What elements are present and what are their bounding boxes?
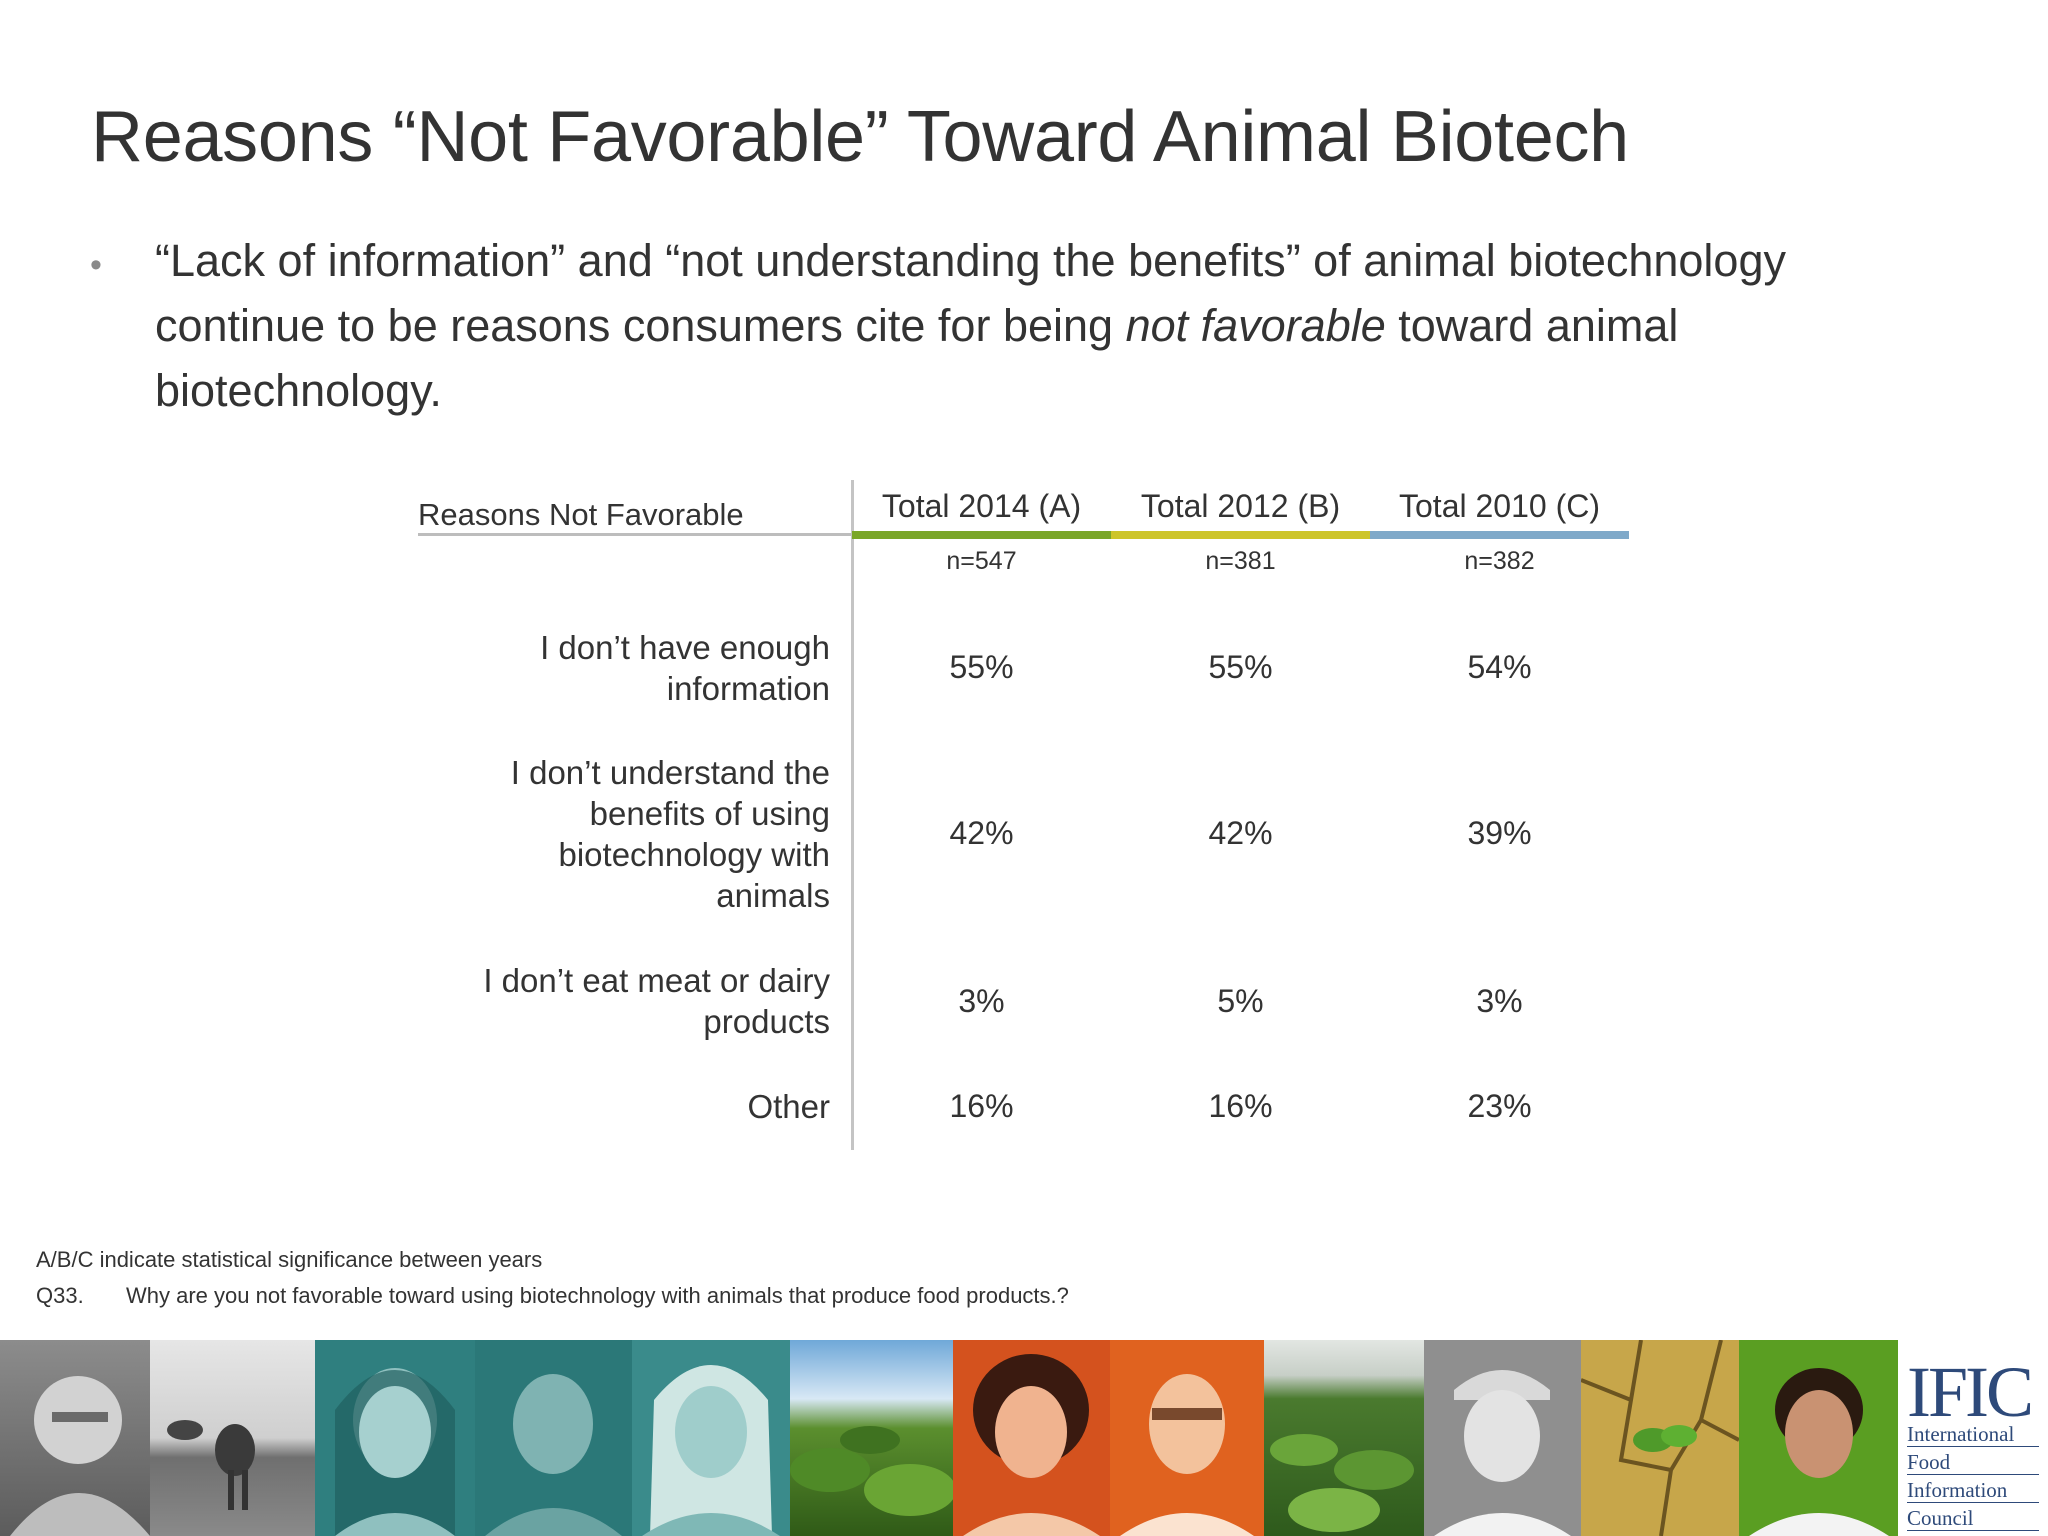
cell-r4-2012: 16% <box>1208 1088 1273 1124</box>
photo-smiling-woman-green <box>1739 1340 1898 1536</box>
table-divider <box>851 480 854 1150</box>
cell-r1-2012: 55% <box>1208 649 1273 685</box>
column-n-2012: n=381 <box>1205 547 1276 575</box>
cell-r1-2010: 54% <box>1467 649 1532 685</box>
cell-r4-2014: 16% <box>949 1088 1014 1124</box>
cell-r3-2010: 3% <box>1476 983 1523 1019</box>
significance-note: A/B/C indicate statistical significance … <box>36 1247 543 1272</box>
column-header-2010: Total 2010 (C) <box>1399 488 1600 524</box>
cell-r2-2012: 42% <box>1208 815 1273 851</box>
logo-line-food: Food <box>1907 1450 2039 1475</box>
cell-r3-2014: 3% <box>958 983 1005 1019</box>
cell-r4-2010: 23% <box>1467 1088 1532 1124</box>
slide-title: Reasons “Not Favorable” Toward Animal Bi… <box>91 97 1629 177</box>
cell-r3-2012: 5% <box>1217 983 1264 1019</box>
cell-r2-2010: 39% <box>1467 815 1532 851</box>
logo-line-international: International <box>1907 1422 2039 1447</box>
photo-man-cap <box>1424 1340 1581 1536</box>
logo-line-council: Council <box>1907 1506 2039 1531</box>
question-text: Why are you not favorable toward using b… <box>126 1283 1069 1308</box>
column-bar-2012 <box>1111 531 1370 539</box>
photo-man-glasses <box>1110 1340 1264 1536</box>
bullet-text: “Lack of information” and “not understan… <box>155 228 1855 423</box>
photo-blonde-woman <box>632 1340 790 1536</box>
bullet-text-part1: “Lack of information” and “not understan… <box>155 235 1786 351</box>
column-bar-2014 <box>852 531 1111 539</box>
bullet-text-part2: toward animal biotechnology. <box>155 300 1679 416</box>
row-label-other: Other <box>747 1088 830 1125</box>
photo-older-man <box>0 1340 150 1536</box>
photo-young-man <box>475 1340 632 1536</box>
photo-cattle <box>150 1340 315 1536</box>
row-label-dont-understand-benefits: I don’t understand the benefits of using… <box>510 754 830 914</box>
cell-r1-2014: 55% <box>949 649 1014 685</box>
row-header-label: Reasons Not Favorable <box>418 497 744 532</box>
column-bar-2010 <box>1370 531 1629 539</box>
photo-strip <box>0 1340 2048 1536</box>
column-header-2014: Total 2014 (A) <box>881 488 1082 524</box>
row-label-dont-eat-meat-dairy: I don’t eat meat or dairy products <box>483 962 830 1040</box>
photo-young-woman <box>315 1340 475 1536</box>
logo-line-information: Information <box>1907 1478 2039 1503</box>
column-header-2012: Total 2012 (B) <box>1140 488 1341 524</box>
photo-crop-field <box>790 1340 953 1536</box>
row-label-not-enough-info: I don’t have enough information <box>540 629 830 707</box>
logo-acronym: IFIC <box>1907 1352 2034 1432</box>
row-header-rule <box>418 533 852 536</box>
cell-r2-2014: 42% <box>949 815 1014 851</box>
question-id: Q33. <box>36 1283 84 1308</box>
bullet-marker: • <box>90 246 102 284</box>
column-n-2010: n=382 <box>1464 547 1535 575</box>
bullet-text-italic: not favorable <box>1125 300 1386 351</box>
photo-seedling-cracked-soil <box>1581 1340 1739 1536</box>
ific-logo: IFIC International Food Information Coun… <box>1898 1340 2048 1536</box>
column-n-2014: n=547 <box>946 547 1017 575</box>
photo-vegetable-rows <box>1264 1340 1424 1536</box>
photo-curly-haired-woman <box>953 1340 1110 1536</box>
